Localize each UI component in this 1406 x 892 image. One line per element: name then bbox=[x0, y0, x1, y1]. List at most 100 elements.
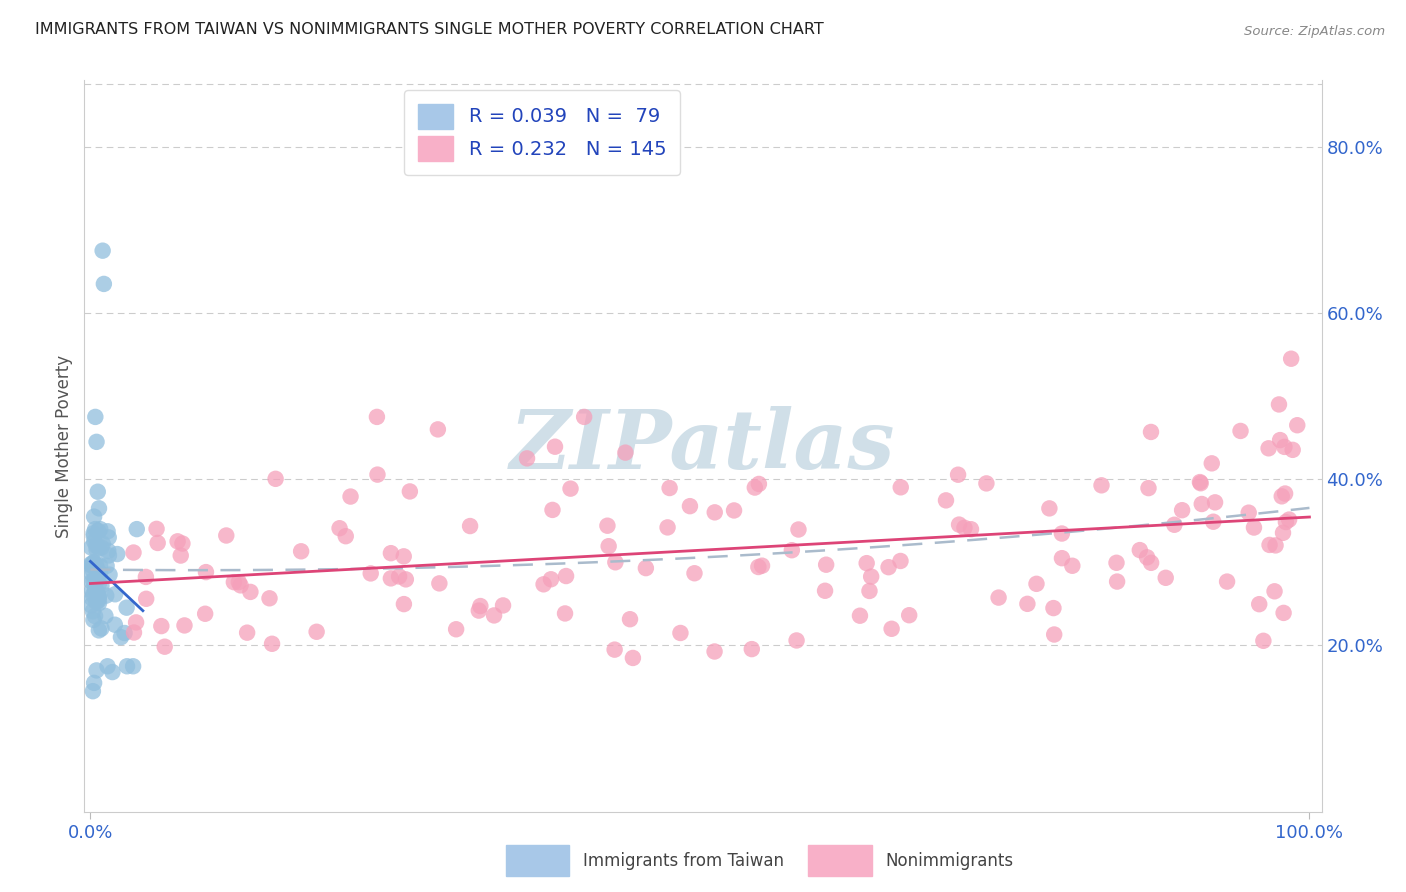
Point bbox=[84, 582, 107, 596]
Point bbox=[723, 503, 745, 517]
Point bbox=[860, 569, 883, 583]
Point bbox=[87, 501, 110, 516]
Point bbox=[86, 565, 108, 579]
Point bbox=[380, 571, 402, 585]
Point bbox=[458, 519, 481, 533]
Point bbox=[849, 608, 872, 623]
Point bbox=[98, 567, 121, 582]
Point bbox=[1272, 525, 1295, 540]
Point bbox=[1201, 456, 1223, 470]
Point bbox=[787, 523, 810, 537]
Point bbox=[747, 560, 769, 574]
Point bbox=[987, 591, 1010, 605]
Point bbox=[482, 608, 505, 623]
Point bbox=[80, 566, 103, 581]
Point bbox=[83, 526, 105, 541]
Point bbox=[533, 577, 555, 591]
Point bbox=[335, 529, 357, 543]
Point bbox=[1268, 397, 1291, 411]
Point bbox=[444, 622, 467, 636]
Point bbox=[1204, 495, 1226, 509]
Point bbox=[890, 480, 912, 494]
Point bbox=[953, 521, 976, 535]
Point bbox=[114, 626, 136, 640]
Point bbox=[621, 651, 644, 665]
Point bbox=[170, 549, 193, 563]
Point bbox=[1154, 571, 1177, 585]
Point bbox=[229, 578, 252, 592]
Point bbox=[122, 545, 145, 559]
Point bbox=[84, 409, 107, 424]
Point bbox=[80, 574, 103, 589]
Point bbox=[1274, 486, 1296, 500]
Point bbox=[87, 541, 110, 555]
Point bbox=[194, 607, 217, 621]
Point bbox=[1275, 515, 1298, 529]
Point bbox=[90, 579, 112, 593]
Point bbox=[703, 644, 725, 658]
Point bbox=[605, 555, 627, 569]
Point bbox=[84, 558, 107, 572]
Point bbox=[89, 566, 111, 580]
Point bbox=[87, 591, 110, 606]
Point bbox=[748, 477, 770, 491]
Point bbox=[84, 609, 107, 624]
Point bbox=[470, 599, 492, 613]
Point bbox=[1202, 515, 1225, 529]
Point bbox=[426, 422, 449, 436]
Point bbox=[153, 640, 176, 654]
Point bbox=[166, 534, 188, 549]
Point bbox=[110, 630, 132, 644]
Point bbox=[658, 481, 681, 495]
Point bbox=[1140, 556, 1163, 570]
Point bbox=[90, 541, 112, 555]
Point bbox=[87, 596, 110, 610]
Point bbox=[619, 612, 641, 626]
Point bbox=[290, 544, 312, 558]
Point bbox=[82, 588, 104, 602]
Point bbox=[87, 591, 110, 605]
Point bbox=[125, 522, 148, 536]
Point bbox=[125, 615, 148, 630]
Point bbox=[89, 558, 111, 573]
Point bbox=[122, 625, 145, 640]
Point bbox=[84, 582, 107, 596]
Point bbox=[1229, 424, 1251, 438]
Point bbox=[264, 472, 287, 486]
Point bbox=[97, 530, 120, 544]
Point bbox=[366, 467, 388, 482]
Point bbox=[596, 518, 619, 533]
Point bbox=[122, 659, 145, 673]
Point bbox=[80, 541, 103, 555]
Point bbox=[86, 563, 108, 577]
Point bbox=[89, 522, 111, 536]
Point bbox=[80, 591, 103, 606]
Point bbox=[93, 277, 115, 291]
Point bbox=[855, 556, 877, 570]
Point bbox=[86, 590, 108, 604]
Point bbox=[614, 445, 637, 459]
Point bbox=[889, 554, 911, 568]
Text: Nonimmigrants: Nonimmigrants bbox=[886, 852, 1014, 870]
Point bbox=[1258, 538, 1281, 552]
Point bbox=[858, 583, 880, 598]
Legend: R = 0.039   N =  79, R = 0.232   N = 145: R = 0.039 N = 79, R = 0.232 N = 145 bbox=[405, 90, 681, 175]
Point bbox=[146, 536, 169, 550]
Point bbox=[1050, 551, 1073, 566]
Point bbox=[1025, 577, 1047, 591]
Point bbox=[86, 664, 108, 678]
Point bbox=[1038, 501, 1060, 516]
Point bbox=[1216, 574, 1239, 589]
Point bbox=[1136, 550, 1159, 565]
Point bbox=[1090, 478, 1112, 492]
Point bbox=[399, 484, 422, 499]
Point bbox=[86, 595, 108, 609]
Point bbox=[555, 569, 578, 583]
Point bbox=[87, 524, 110, 538]
Point bbox=[598, 539, 620, 553]
Point bbox=[96, 558, 118, 573]
Point bbox=[83, 556, 105, 570]
Point bbox=[1286, 418, 1309, 433]
Point bbox=[83, 509, 105, 524]
Point bbox=[1271, 489, 1294, 503]
